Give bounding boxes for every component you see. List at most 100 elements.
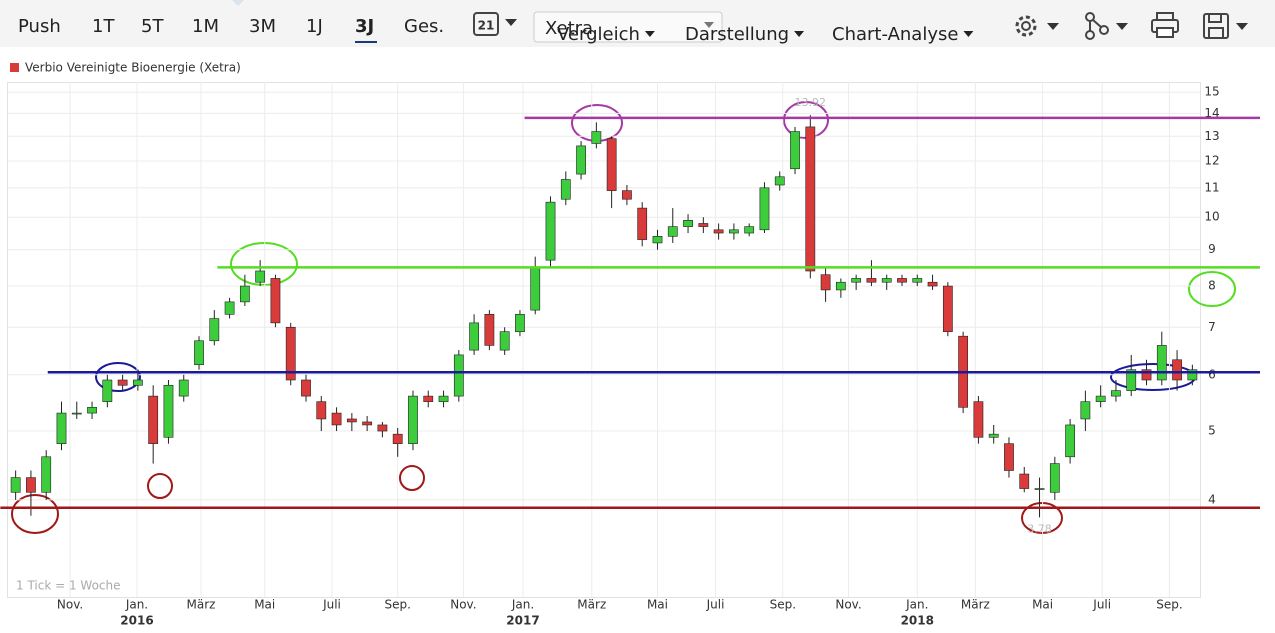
candle-body	[1095, 395, 1106, 402]
candle-body	[423, 395, 434, 402]
annotation-circle	[1188, 271, 1236, 307]
print-icon[interactable]	[1151, 12, 1179, 38]
candle-body	[652, 236, 663, 244]
candle-body	[270, 278, 281, 324]
candle-body	[1080, 401, 1091, 420]
caret	[1047, 23, 1059, 30]
gear-icon[interactable]	[1015, 15, 1037, 37]
network-icon[interactable]	[1085, 12, 1109, 40]
candle-body	[117, 379, 128, 386]
candle-body	[1019, 473, 1030, 489]
candle-body	[851, 278, 862, 283]
candle-body	[927, 281, 938, 287]
calendar-day: 21	[478, 19, 495, 33]
caret	[1236, 23, 1248, 30]
candle-body	[10, 477, 21, 493]
candle-body	[163, 384, 174, 438]
y-tick-label: 13	[1204, 129, 1219, 143]
range-button[interactable]: 1T	[92, 16, 115, 37]
x-tick-label: Mai	[1032, 598, 1053, 612]
candle-body	[1111, 390, 1121, 397]
candle-body	[102, 379, 113, 402]
caret	[704, 22, 714, 28]
annotation-circle	[1021, 502, 1063, 534]
candle-body	[1034, 488, 1045, 490]
save-icon[interactable]	[1203, 13, 1229, 39]
candle-body	[637, 207, 648, 240]
candle-body	[667, 226, 678, 237]
range-button[interactable]: 3M	[249, 16, 276, 37]
candle-body	[576, 145, 586, 175]
candle-body	[912, 278, 923, 283]
x-tick-label: Mai	[647, 598, 668, 612]
candle-body	[377, 424, 388, 432]
footnote: 1 Tick = 1 Woche	[16, 579, 121, 593]
y-tick-label: 11	[1204, 180, 1219, 194]
candle-body	[530, 267, 541, 311]
menu-button[interactable]: Darstellung	[685, 24, 789, 45]
x-tick-label: Juli	[322, 598, 341, 612]
range-button[interactable]: 1J	[306, 16, 323, 37]
candle-body	[698, 223, 709, 227]
x-tick-label: Jan.	[905, 598, 928, 612]
exchange-label: Xetra	[545, 18, 593, 39]
candle-body	[148, 395, 159, 444]
x-year-label: 2018	[901, 614, 934, 628]
candle-body	[484, 314, 495, 346]
y-tick-label: 10	[1204, 210, 1219, 224]
range-button[interactable]: 3J	[355, 16, 374, 37]
candle-body	[56, 412, 67, 444]
x-tick-label: Sep.	[384, 598, 410, 612]
candle-body	[683, 220, 693, 227]
candle-body	[1126, 369, 1137, 391]
caret	[644, 31, 655, 37]
exchange-select[interactable]	[533, 11, 723, 43]
candle-body	[622, 190, 632, 200]
annotation-circle	[399, 465, 425, 491]
candle-body	[774, 176, 785, 186]
candle-body	[392, 433, 403, 444]
x-tick-label: Nov.	[57, 598, 83, 612]
range-button[interactable]: 5T	[141, 16, 164, 37]
candle-body	[255, 270, 266, 283]
range-button[interactable]: Push	[18, 16, 61, 37]
candle-body	[316, 401, 327, 420]
candle-body	[469, 322, 479, 351]
menu-button[interactable]: Chart-Analyse	[832, 24, 958, 45]
candle-body	[1156, 345, 1167, 381]
caret	[1116, 23, 1128, 30]
candle-body	[713, 229, 724, 234]
toolbar-pointer	[232, 0, 244, 6]
x-tick-label: Nov.	[835, 598, 861, 612]
candle-body	[1049, 463, 1060, 493]
min-label: 3.78	[1027, 522, 1052, 535]
candle-body	[26, 477, 36, 493]
candle-body	[133, 379, 143, 386]
candle-body	[560, 179, 571, 200]
candle-body	[591, 131, 602, 144]
x-tick-label: März	[577, 598, 606, 612]
candle-body	[759, 187, 770, 231]
candle-body	[729, 229, 739, 234]
x-tick-label: Sep.	[1156, 598, 1182, 612]
candle-body	[346, 418, 357, 423]
x-tick-label: Jan.	[125, 598, 148, 612]
y-tick-label: 14	[1204, 106, 1219, 120]
legend-swatch	[10, 63, 19, 72]
max-label: 13.92	[795, 96, 827, 109]
range-button[interactable]: Ges.	[404, 16, 444, 37]
caret	[794, 31, 805, 37]
candle-body	[408, 395, 418, 444]
candle-body	[41, 456, 52, 493]
calendar-icon[interactable]	[473, 12, 499, 36]
candle-body	[790, 131, 800, 170]
caret	[963, 31, 974, 37]
candle-body	[224, 301, 235, 315]
range-button[interactable]: 1M	[192, 16, 219, 37]
menu-button[interactable]: Vergleich	[557, 24, 640, 45]
y-tick-label: 7	[1208, 320, 1216, 334]
candle-body	[1004, 443, 1014, 471]
x-tick-label: Nov.	[450, 598, 476, 612]
y-tick-label: 4	[1208, 492, 1216, 506]
